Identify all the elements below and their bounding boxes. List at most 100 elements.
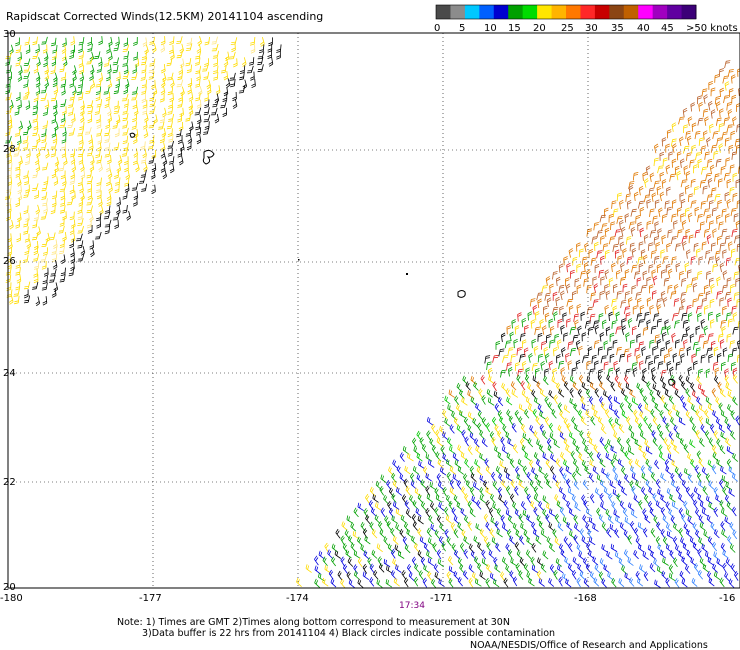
wind-barb xyxy=(636,382,643,392)
wind-barb xyxy=(445,494,452,505)
wind-barb xyxy=(375,502,382,511)
wind-barb xyxy=(638,185,644,196)
wind-barb xyxy=(103,58,110,67)
wind-barb xyxy=(686,135,692,146)
wind-barb xyxy=(619,276,626,286)
wind-barb xyxy=(557,318,563,328)
wind-barb xyxy=(676,170,681,181)
wind-barb xyxy=(681,578,688,588)
wind-barb xyxy=(691,353,696,363)
wind-barb xyxy=(712,263,718,273)
wind-barb xyxy=(627,353,632,363)
wind-barb xyxy=(627,402,634,413)
wind-barb xyxy=(667,268,673,279)
wind-barb xyxy=(166,121,173,130)
wind-barb xyxy=(97,142,102,152)
wind-barb xyxy=(716,214,721,224)
wind-barb xyxy=(8,239,13,250)
wind-barb xyxy=(688,193,694,203)
wind-barb xyxy=(638,341,644,350)
wind-barb xyxy=(340,578,346,589)
wind-barb xyxy=(615,270,621,280)
wind-barb xyxy=(23,281,31,290)
wind-barb xyxy=(507,515,514,525)
wind-barb xyxy=(40,254,47,263)
wind-barb xyxy=(87,190,93,201)
wind-barb xyxy=(726,458,732,469)
wind-barb xyxy=(386,479,392,490)
wind-barb xyxy=(486,361,492,370)
wind-barb xyxy=(491,471,496,482)
wind-barb xyxy=(159,93,165,103)
wind-barb xyxy=(559,506,565,517)
wind-barb xyxy=(433,563,439,573)
wind-barb xyxy=(548,389,555,399)
wind-barb xyxy=(550,453,557,463)
wind-barb xyxy=(579,430,585,440)
wind-barb xyxy=(638,262,644,272)
wind-barb xyxy=(568,305,574,315)
wind-barb xyxy=(549,564,555,574)
wind-barb xyxy=(519,535,525,545)
wind-barb xyxy=(586,375,593,385)
wind-barb xyxy=(197,36,202,46)
wind-barb xyxy=(571,367,577,377)
wind-barb xyxy=(553,569,558,580)
wind-barb xyxy=(693,341,699,350)
wind-barb xyxy=(232,99,238,109)
wind-barb xyxy=(635,458,641,468)
wind-barb xyxy=(700,354,706,364)
wind-barb xyxy=(414,563,420,573)
wind-barb xyxy=(581,494,586,505)
wind-barb xyxy=(609,332,615,342)
wind-barb xyxy=(442,453,449,463)
wind-barb xyxy=(592,320,600,329)
wind-barb xyxy=(533,528,540,538)
wind-barb xyxy=(666,325,672,335)
wind-barb xyxy=(534,473,541,483)
wind-barb xyxy=(654,579,661,588)
wind-barb xyxy=(685,130,691,140)
wind-barb xyxy=(498,494,505,504)
wind-barb xyxy=(719,388,726,398)
wind-barb xyxy=(519,557,526,567)
wind-barb xyxy=(520,423,526,434)
wind-barb xyxy=(732,312,738,322)
wind-barb xyxy=(598,571,604,582)
wind-barb xyxy=(187,84,192,95)
wind-barb xyxy=(555,557,562,567)
wind-barb xyxy=(51,288,57,298)
wind-barb xyxy=(660,528,666,539)
wind-barb xyxy=(693,242,699,252)
wind-barb xyxy=(149,135,155,144)
wind-barb xyxy=(724,81,730,91)
wind-barb xyxy=(623,306,631,315)
wind-barb xyxy=(369,563,375,574)
wind-barb xyxy=(701,166,708,175)
wind-barb xyxy=(636,333,641,343)
wind-barb xyxy=(653,157,659,167)
wind-barb xyxy=(531,521,537,532)
wind-barb xyxy=(97,135,102,145)
island-dot xyxy=(406,273,408,275)
wind-barb xyxy=(639,431,647,440)
wind-barb xyxy=(594,324,600,335)
wind-barb xyxy=(525,367,530,377)
wind-barb xyxy=(524,452,531,462)
wind-barb xyxy=(665,164,671,175)
wind-barb xyxy=(143,162,148,172)
wind-barb xyxy=(656,521,662,532)
wind-barb xyxy=(703,130,708,140)
wind-barb xyxy=(673,283,679,294)
wind-barb xyxy=(730,208,737,217)
wind-barb xyxy=(614,229,621,237)
wind-barb xyxy=(185,58,192,67)
wind-barb xyxy=(726,179,732,189)
wind-barb xyxy=(496,528,503,538)
wind-barb xyxy=(526,493,532,504)
wind-barb xyxy=(604,284,609,294)
wind-barb xyxy=(362,528,368,539)
wind-barb xyxy=(435,429,441,440)
wind-barb xyxy=(697,117,704,126)
wind-barb xyxy=(732,452,739,462)
